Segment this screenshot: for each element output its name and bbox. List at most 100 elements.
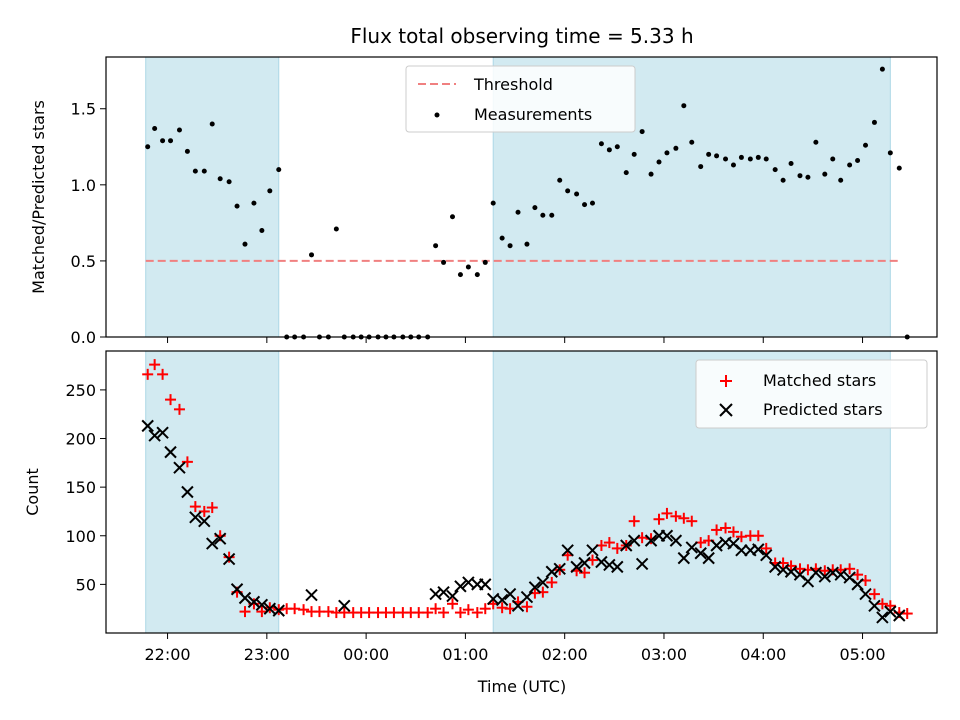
- matched-star-point: [901, 608, 913, 620]
- top-y-tick-label: 0.5: [71, 252, 96, 271]
- measurement-point: [648, 171, 654, 177]
- predicted-star-point: [222, 552, 236, 566]
- predicted-star-point: [156, 426, 169, 439]
- matched-star-point: [760, 542, 772, 554]
- measurement-point: [747, 156, 753, 162]
- predicted-star-point: [570, 560, 583, 574]
- legend-threshold-label: Threshold: [473, 75, 553, 94]
- predicted-star-point: [479, 578, 492, 591]
- measurement-point: [656, 159, 662, 165]
- measurement-point: [847, 162, 853, 168]
- predicted-star-point: [545, 565, 558, 578]
- predicted-star-point: [627, 534, 641, 547]
- matched-star-point: [844, 563, 856, 575]
- measurement-point: [723, 156, 729, 162]
- measurement-point: [614, 144, 620, 150]
- predicted-star-point: [173, 461, 186, 474]
- measurement-point: [887, 150, 893, 156]
- x-tick-label: 02:00: [542, 645, 588, 664]
- predicted-star-point: [752, 543, 765, 556]
- predicted-star-point: [454, 580, 467, 593]
- measurement-point: [797, 173, 803, 179]
- predicted-star-point: [586, 544, 599, 557]
- matched-star-point: [298, 604, 310, 616]
- measurement-point: [490, 200, 496, 206]
- measurement-point: [863, 142, 869, 148]
- top-legend: Threshold Measurements: [405, 65, 636, 133]
- bottom-y-tick-label: 50: [76, 575, 96, 594]
- predicted-star-point: [520, 590, 534, 604]
- predicted-star-point: [768, 560, 782, 574]
- x-tick-label: 04:00: [740, 645, 786, 664]
- measurement-point: [606, 147, 612, 153]
- predicted-star-point: [702, 551, 715, 565]
- top-y-tick-label: 1.5: [71, 100, 96, 119]
- matched-star-point: [579, 567, 591, 579]
- matched-star-point: [711, 524, 723, 536]
- predicted-star-point: [809, 566, 823, 579]
- measurement-point: [449, 214, 455, 220]
- measurement-point: [822, 171, 828, 177]
- measurement-point: [532, 205, 538, 211]
- top-legend-box: [405, 65, 636, 133]
- predicted-star-point: [553, 562, 566, 576]
- measurement-point: [234, 203, 240, 209]
- top-y-tick-label: 1.0: [71, 176, 96, 195]
- bottom-y-tick-label: 150: [65, 478, 96, 497]
- measurement-point: [168, 138, 174, 144]
- matched-star-point: [422, 607, 434, 619]
- matched-star-point: [678, 512, 690, 524]
- predicted-star-point: [760, 548, 773, 562]
- matched-star-point: [462, 604, 474, 616]
- matched-star-point: [454, 607, 466, 619]
- predicted-star-point: [884, 605, 897, 618]
- matched-star-point: [198, 505, 210, 517]
- measurement-point: [276, 167, 282, 173]
- predicted-star-point: [437, 585, 450, 599]
- measurement-point: [152, 126, 158, 132]
- predicted-star-point: [213, 532, 227, 545]
- matched-star-point: [546, 576, 558, 588]
- predicted-star-point: [578, 556, 591, 570]
- matched-star-point: [157, 368, 169, 380]
- matched-star-point: [686, 515, 698, 527]
- x-tick-label: 01:00: [442, 645, 488, 664]
- measurement-point: [333, 226, 339, 232]
- measurement-point: [830, 156, 836, 162]
- measurement-point: [474, 272, 480, 278]
- matched-star-point: [479, 603, 491, 615]
- matched-star-point: [223, 551, 235, 563]
- matched-star-point: [611, 542, 623, 554]
- measurement-point: [813, 139, 819, 145]
- shaded-region: [145, 56, 280, 338]
- measurement-point: [574, 191, 580, 197]
- predicted-star-point: [495, 593, 509, 607]
- matched-star-point: [189, 501, 201, 513]
- predicted-star-point: [238, 591, 252, 605]
- matched-star-point: [727, 526, 739, 538]
- predicted-star-point: [710, 539, 723, 552]
- matched-star-point: [471, 607, 483, 619]
- measurement-point: [896, 165, 902, 171]
- measurement-point: [738, 154, 744, 160]
- bottom-panel-frame: [105, 350, 938, 634]
- matched-star-point: [430, 603, 442, 615]
- matched-star-point: [248, 598, 260, 610]
- measurement-point: [780, 177, 786, 183]
- measurement-point: [582, 202, 588, 208]
- measurement-point: [855, 157, 861, 163]
- measurement-point: [499, 235, 505, 241]
- predicted-star-point: [198, 514, 211, 528]
- predicted-star-point: [164, 445, 177, 459]
- measurement-point: [160, 138, 166, 144]
- predicted-star-point: [561, 544, 574, 557]
- bottom-legend-box: [695, 359, 928, 429]
- matched-star-point: [653, 513, 665, 525]
- predicted-star-point: [694, 547, 707, 560]
- bottom-y-axis-label: Count: [23, 468, 42, 516]
- measurement-point: [251, 200, 257, 206]
- bottom-y-tick-label: 100: [65, 527, 96, 546]
- bottom-y-tick-label: 250: [65, 381, 96, 400]
- top-panel-frame: [105, 56, 938, 338]
